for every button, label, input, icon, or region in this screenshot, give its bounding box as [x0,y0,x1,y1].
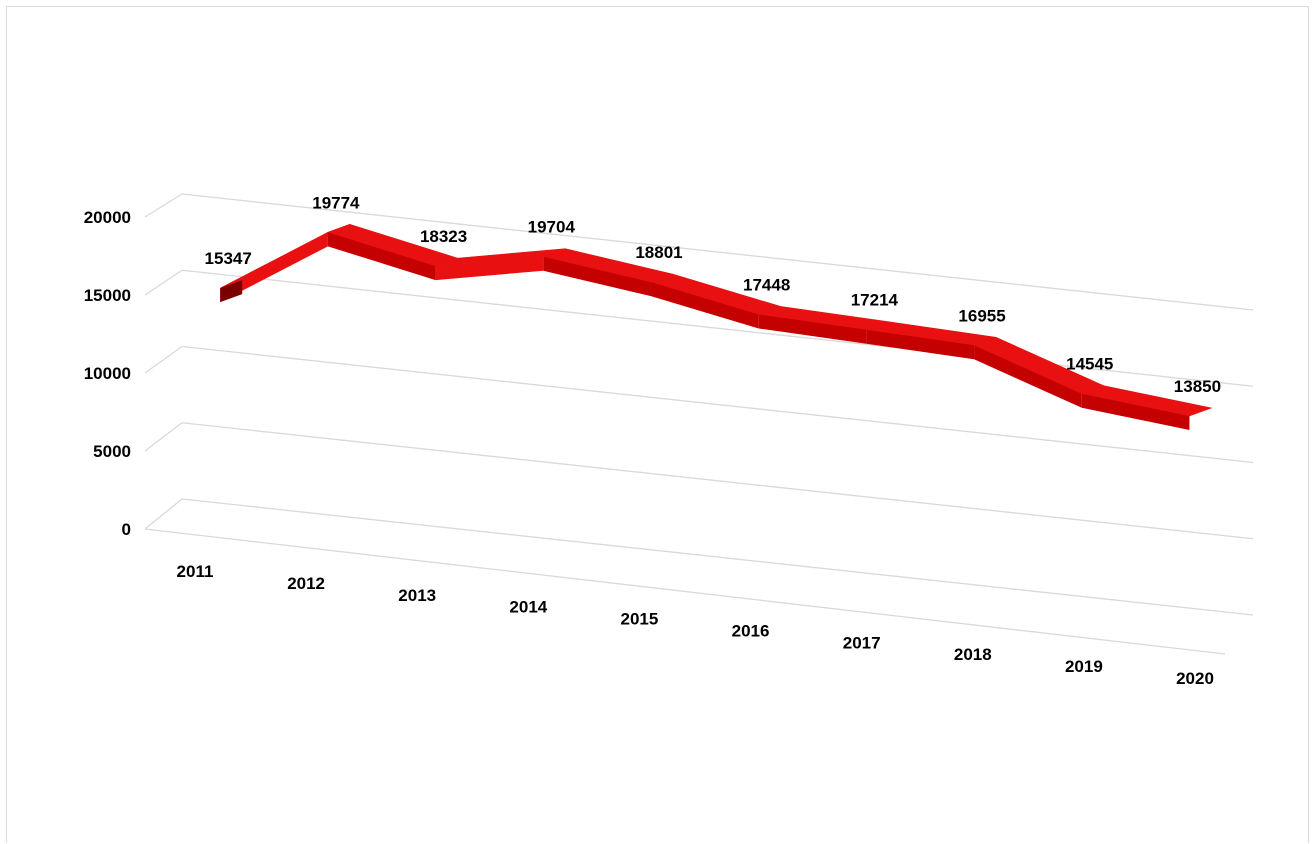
ribbon-segment-front [543,256,651,297]
y-tick-label: 15000 [84,286,131,305]
side-gridline [144,345,183,374]
x-tick-label: 2015 [621,610,659,629]
ribbon-end-cap [220,280,243,303]
data-label: 17214 [851,291,899,310]
data-label: 14545 [1066,355,1113,374]
gridline [181,345,1254,464]
x-tick-label: 2019 [1065,657,1103,676]
data-label: 15347 [205,249,252,268]
x-tick-label: 2014 [509,598,547,617]
data-label: 18323 [420,227,467,246]
side-gridline [144,269,183,296]
gridline [181,269,1254,387]
data-label: 13850 [1174,377,1221,396]
x-axis: 2011 2012 2013 2014 2015 2016 2017 2018 2019 2020 [177,562,1214,688]
x-tick-label: 2011 [177,562,214,581]
x-tick-label: 2013 [398,586,436,605]
gridline [181,193,1254,311]
y-tick-label: 20000 [84,208,131,227]
side-gridline [144,193,183,218]
gridline [181,498,1254,616]
data-label: 19774 [312,193,360,212]
data-label: 19704 [528,218,576,237]
data-label: 16955 [958,306,1005,325]
ribbon-segment-front [758,314,867,344]
side-gridline [144,422,183,452]
ribbon-segment-front [1081,393,1190,430]
side-gridline [144,498,183,530]
ribbon-segment-front [650,282,759,329]
data-label: 18801 [635,243,682,262]
chart-frame: 0 5000 10000 15000 20000 2011 2012 2013 2014 201… [6,6,1309,843]
y-tick-label: 0 [122,520,131,539]
x-tick-label: 2016 [732,621,770,640]
series-ribbon [220,224,1213,430]
x-tick-label: 2018 [954,645,992,664]
ribbon-segment-front [866,329,975,360]
data-label: 17448 [743,275,790,294]
y-tick-label: 5000 [93,442,131,461]
x-tick-label: 2017 [843,633,881,652]
gridline [181,422,1254,540]
ribbon-segment-front [435,256,544,281]
y-axis: 0 5000 10000 15000 20000 [84,208,131,539]
y-tick-label: 10000 [84,364,131,383]
x-tick-label: 2020 [1176,669,1214,688]
ribbon-segment-front [974,345,1082,408]
ribbon-segment-front [220,232,328,303]
data-labels: 15347 19774 18323 19704 18801 17448 17214 16955… [205,193,1222,396]
gridlines [144,193,1254,655]
x-tick-label: 2012 [287,574,325,593]
ribbon-segment-front [327,232,436,281]
floor-edge [144,528,1226,655]
